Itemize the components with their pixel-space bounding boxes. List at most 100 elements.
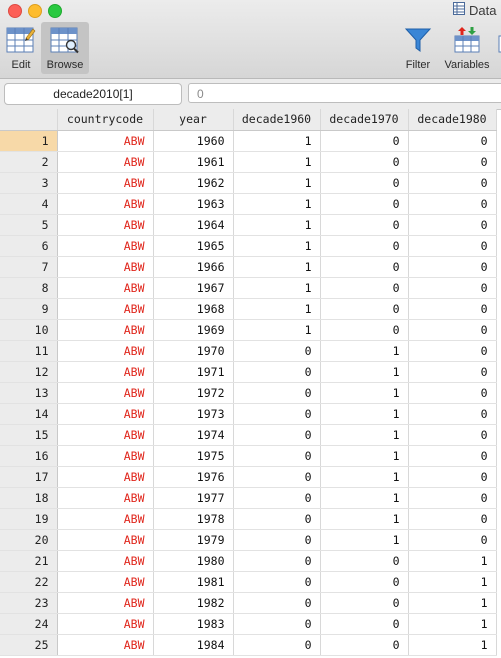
row-number[interactable]: 23 [0, 592, 58, 614]
cell-decade1980[interactable]: 0 [408, 487, 497, 509]
cell-decade1970[interactable]: 0 [320, 319, 409, 341]
cell-countrycode[interactable]: ABW [57, 424, 154, 446]
cell-year[interactable]: 1961 [153, 151, 234, 173]
row-number[interactable]: 9 [0, 298, 58, 320]
cell-decade1980[interactable]: 1 [408, 592, 497, 614]
cell-countrycode[interactable]: ABW [57, 487, 154, 509]
cell-decade1980[interactable]: 0 [408, 298, 497, 320]
row-number[interactable]: 14 [0, 403, 58, 425]
cell-decade1960[interactable]: 1 [233, 151, 321, 173]
cell-decade1970[interactable]: 1 [320, 466, 409, 488]
cell-year[interactable]: 1962 [153, 172, 234, 194]
cell-decade1960[interactable]: 0 [233, 592, 321, 614]
cell-year[interactable]: 1983 [153, 613, 234, 635]
cell-year[interactable]: 1967 [153, 277, 234, 299]
cell-decade1980[interactable]: 1 [408, 634, 497, 656]
cell-year[interactable]: 1981 [153, 571, 234, 593]
cell-decade1980[interactable]: 0 [408, 340, 497, 362]
cell-countrycode[interactable]: ABW [57, 277, 154, 299]
cell-decade1980[interactable]: 1 [408, 571, 497, 593]
cell-year[interactable]: 1974 [153, 424, 234, 446]
row-number[interactable]: 22 [0, 571, 58, 593]
cell-decade1970[interactable]: 0 [320, 298, 409, 320]
cell-decade1970[interactable]: 1 [320, 340, 409, 362]
cell-decade1960[interactable]: 1 [233, 319, 321, 341]
cell-countrycode[interactable]: ABW [57, 466, 154, 488]
cell-decade1970[interactable]: 1 [320, 445, 409, 467]
cell-decade1960[interactable]: 0 [233, 634, 321, 656]
cell-year[interactable]: 1960 [153, 130, 234, 152]
cell-decade1970[interactable]: 1 [320, 403, 409, 425]
row-number[interactable]: 19 [0, 508, 58, 530]
row-number[interactable]: 12 [0, 361, 58, 383]
cell-decade1960[interactable]: 0 [233, 466, 321, 488]
data-grid[interactable]: countrycode year decade1960 decade1970 decad… [0, 109, 501, 658]
cell-decade1980[interactable]: 0 [408, 256, 497, 278]
cell-countrycode[interactable]: ABW [57, 382, 154, 404]
cell-countrycode[interactable]: ABW [57, 193, 154, 215]
row-number[interactable]: 25 [0, 634, 58, 656]
row-number[interactable]: 2 [0, 151, 58, 173]
cell-countrycode[interactable]: ABW [57, 634, 154, 656]
row-number[interactable]: 7 [0, 256, 58, 278]
cell-decade1980[interactable]: 1 [408, 613, 497, 635]
cell-countrycode[interactable]: ABW [57, 550, 154, 572]
row-number[interactable]: 18 [0, 487, 58, 509]
cell-decade1980[interactable]: 0 [408, 319, 497, 341]
cell-year[interactable]: 1984 [153, 634, 234, 656]
cell-decade1970[interactable]: 1 [320, 529, 409, 551]
cell-decade1980[interactable]: 0 [408, 445, 497, 467]
cell-year[interactable]: 1964 [153, 214, 234, 236]
cell-decade1980[interactable]: 0 [408, 508, 497, 530]
cell-countrycode[interactable]: ABW [57, 403, 154, 425]
row-number[interactable]: 5 [0, 214, 58, 236]
cell-decade1960[interactable]: 0 [233, 403, 321, 425]
cell-decade1980[interactable]: 0 [408, 361, 497, 383]
cell-year[interactable]: 1965 [153, 235, 234, 257]
minimize-window-button[interactable] [28, 4, 42, 18]
cell-decade1960[interactable]: 1 [233, 277, 321, 299]
column-header-year[interactable]: year [153, 109, 234, 131]
row-number[interactable]: 8 [0, 277, 58, 299]
cell-year[interactable]: 1966 [153, 256, 234, 278]
cell-year[interactable]: 1978 [153, 508, 234, 530]
cell-decade1960[interactable]: 0 [233, 529, 321, 551]
row-number[interactable]: 13 [0, 382, 58, 404]
row-number[interactable]: 6 [0, 235, 58, 257]
cell-decade1970[interactable]: 0 [320, 151, 409, 173]
cell-decade1960[interactable]: 1 [233, 256, 321, 278]
cell-countrycode[interactable]: ABW [57, 235, 154, 257]
row-number[interactable]: 10 [0, 319, 58, 341]
close-window-button[interactable] [8, 4, 22, 18]
cell-decade1970[interactable]: 0 [320, 214, 409, 236]
cell-decade1970[interactable]: 0 [320, 634, 409, 656]
cell-value-input[interactable]: 0 [188, 83, 501, 103]
cell-countrycode[interactable]: ABW [57, 529, 154, 551]
cell-decade1970[interactable]: 0 [320, 256, 409, 278]
cell-year[interactable]: 1973 [153, 403, 234, 425]
cell-decade1970[interactable]: 1 [320, 424, 409, 446]
cell-decade1960[interactable]: 1 [233, 193, 321, 215]
cell-countrycode[interactable]: ABW [57, 592, 154, 614]
cell-decade1980[interactable]: 1 [408, 550, 497, 572]
row-number[interactable]: 11 [0, 340, 58, 362]
filter-button[interactable]: Filter [398, 22, 438, 74]
row-number[interactable]: 4 [0, 193, 58, 215]
row-number[interactable]: 20 [0, 529, 58, 551]
cell-decade1970[interactable]: 1 [320, 487, 409, 509]
cell-countrycode[interactable]: ABW [57, 508, 154, 530]
column-header-decade1980[interactable]: decade1980 [408, 109, 497, 131]
cell-year[interactable]: 1968 [153, 298, 234, 320]
cell-decade1980[interactable]: 0 [408, 277, 497, 299]
cell-countrycode[interactable]: ABW [57, 151, 154, 173]
column-header-countrycode[interactable]: countrycode [57, 109, 154, 131]
cell-countrycode[interactable]: ABW [57, 298, 154, 320]
cell-decade1970[interactable]: 0 [320, 172, 409, 194]
toolbar-overflow-item[interactable] [496, 22, 501, 74]
cell-decade1970[interactable]: 0 [320, 130, 409, 152]
cell-year[interactable]: 1982 [153, 592, 234, 614]
column-header-decade1970[interactable]: decade1970 [320, 109, 409, 131]
edit-mode-button[interactable]: Edit [0, 22, 42, 74]
cell-countrycode[interactable]: ABW [57, 445, 154, 467]
cell-decade1980[interactable]: 0 [408, 466, 497, 488]
